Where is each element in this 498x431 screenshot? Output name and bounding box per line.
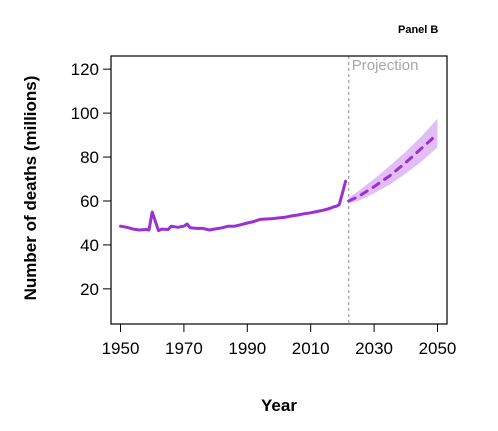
plot-area: Projection (119, 56, 439, 324)
x-tick-label-2010: 2010 (292, 339, 330, 358)
projection-interval-band (348, 118, 438, 204)
axes: 1950 1970 1990 2010 2030 2050 20 40 60 80 100 120 (71, 55, 457, 358)
x-tick-label-1990: 1990 (228, 339, 266, 358)
y-tick-label-40: 40 (80, 236, 99, 255)
panel-label: Panel B (398, 24, 438, 36)
x-axis-title: Year (261, 396, 297, 415)
x-tick-label-1950: 1950 (102, 339, 140, 358)
plot-frame (110, 55, 448, 325)
projection-label: Projection (352, 57, 419, 74)
x-tick-label-1970: 1970 (165, 339, 203, 358)
x-tick-label-2050: 2050 (419, 339, 457, 358)
observed-deaths-line (119, 179, 348, 233)
y-axis-title: Number of deaths (millions) (21, 76, 40, 301)
x-tick-label-2030: 2030 (355, 339, 393, 358)
projected-deaths-line (347, 132, 439, 203)
y-tick-label-60: 60 (80, 192, 99, 211)
y-tick-label-20: 20 (80, 280, 99, 299)
y-tick-label-120: 120 (71, 60, 99, 79)
y-tick-label-100: 100 (71, 104, 99, 123)
y-tick-label-80: 80 (80, 148, 99, 167)
